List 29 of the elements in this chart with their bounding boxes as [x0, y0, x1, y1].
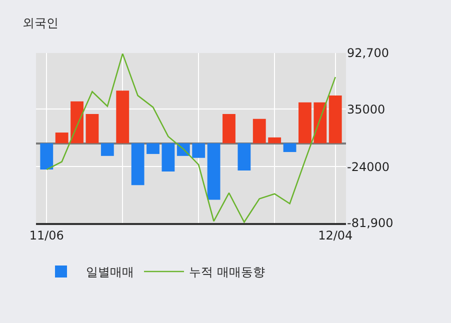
line-series: [46, 53, 336, 223]
y-tick-label: -24000: [347, 160, 390, 174]
bar: [146, 143, 160, 154]
y-tick-label: 92,700: [347, 46, 389, 60]
bar: [328, 96, 342, 144]
chart-title: 외국인: [22, 16, 59, 30]
bar: [40, 143, 54, 170]
x-tick-label: 12/04: [318, 228, 353, 242]
y-tick-label: -81,900: [347, 216, 394, 230]
bar: [131, 143, 144, 186]
bar: [70, 101, 84, 144]
bar: [207, 143, 220, 200]
bar: [222, 114, 236, 144]
bar: [314, 102, 327, 144]
bar: [298, 102, 312, 144]
x-tick-label: 11/06: [29, 228, 64, 242]
bar: [252, 118, 266, 144]
legend-label: 누적 매매동향: [189, 265, 265, 280]
bar: [268, 137, 282, 144]
legend-label: 일별매매: [86, 265, 134, 280]
bar: [162, 143, 175, 172]
bar: [192, 143, 206, 158]
bar: [116, 90, 130, 144]
y-tick-label: 35000: [347, 102, 386, 116]
bar: [283, 143, 296, 152]
bar: [55, 132, 68, 144]
bar: [86, 114, 99, 144]
bar: [100, 143, 114, 156]
bar: [238, 143, 251, 171]
